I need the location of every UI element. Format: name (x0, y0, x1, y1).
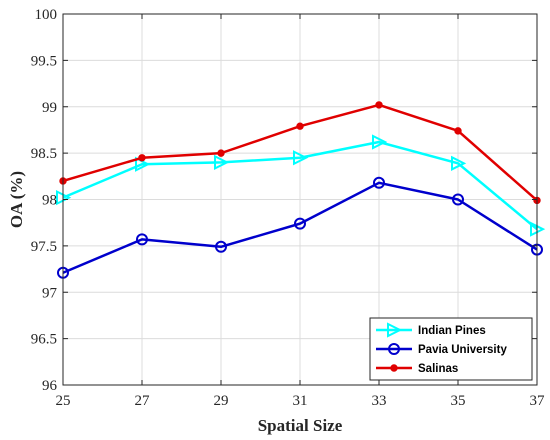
y-tick-label: 96.5 (31, 332, 57, 348)
series-layer (56, 101, 546, 279)
legend-marker-salinas (390, 364, 398, 372)
ticks: 25 27 29 31 33 35 37 96 96.5 97 97.5 98 98.5 99 99.5 10… (31, 7, 545, 409)
data-point-indian-pines (451, 155, 467, 171)
data-point-salinas (296, 122, 304, 130)
x-tick-label: 33 (372, 393, 387, 409)
y-axis-label: OA (%) (7, 171, 26, 228)
x-tick-label: 37 (530, 393, 546, 409)
y-tick-label: 99 (42, 100, 57, 116)
x-tick-label: 29 (214, 393, 229, 409)
data-point-salinas (217, 149, 225, 157)
data-point-pavia-university (452, 193, 464, 206)
x-axis-label: Spatial Size (258, 416, 343, 435)
legend: Indian Pines Pavia University Salinas (369, 317, 533, 381)
data-point-indian-pines (293, 150, 309, 166)
legend-marker-pavia-university (388, 343, 400, 355)
x-tick-label: 27 (135, 393, 151, 409)
y-tick-label: 98 (42, 193, 57, 209)
y-tick-label: 98.5 (31, 146, 57, 162)
legend-label-indian-pines: Indian Pines (418, 325, 486, 337)
y-tick-label: 100 (35, 7, 58, 23)
y-tick-label: 97.5 (31, 239, 57, 255)
legend-label-salinas: Salinas (418, 363, 458, 375)
legend-marker-indian-pines (387, 322, 403, 338)
data-point-salinas (454, 127, 462, 135)
data-point-pavia-university (373, 176, 385, 189)
data-point-pavia-university (136, 233, 148, 246)
data-point-pavia-university (215, 240, 227, 253)
legend-label-pavia-university: Pavia University (418, 344, 507, 356)
x-tick-label: 35 (451, 393, 466, 409)
data-point-pavia-university (294, 217, 306, 230)
series-line-indian-pines (62, 140, 538, 231)
x-tick-label: 31 (293, 393, 308, 409)
data-point-salinas (375, 101, 383, 109)
series-line-pavia-university (62, 181, 538, 274)
y-tick-label: 97 (42, 285, 58, 301)
data-point-indian-pines (214, 154, 230, 171)
y-tick-label: 99.5 (31, 53, 57, 69)
data-point-indian-pines (372, 134, 388, 150)
data-point-salinas (138, 154, 146, 162)
y-tick-label: 96 (42, 378, 58, 394)
x-tick-label: 25 (56, 393, 71, 409)
